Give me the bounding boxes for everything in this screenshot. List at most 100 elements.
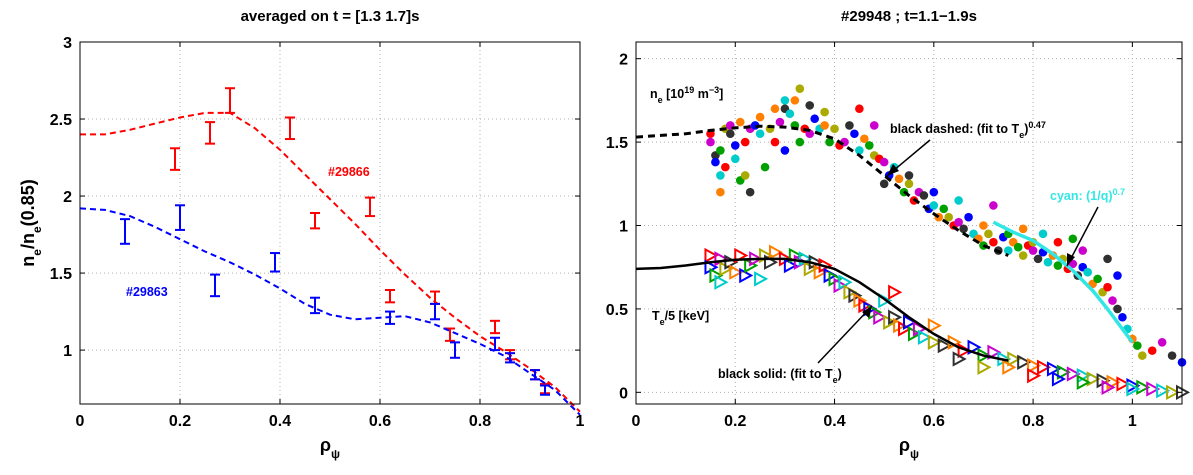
te-marker [917, 329, 932, 345]
x-tick-label: 0.6 [369, 413, 391, 430]
ne-marker [810, 114, 819, 124]
ne-marker [954, 196, 963, 205]
te-marker [1017, 354, 1032, 370]
te-marker [977, 359, 992, 375]
ne-marker [855, 104, 864, 114]
ne-marker [795, 84, 805, 94]
ne-marker [1003, 246, 1013, 255]
left-axes-frame [79, 41, 581, 405]
te-marker [754, 271, 769, 287]
ne-marker [1103, 254, 1112, 264]
ne-marker [740, 137, 750, 147]
right-series-group [635, 84, 1191, 401]
ne-marker [1043, 257, 1053, 267]
te-marker [1066, 366, 1081, 382]
ne-marker [964, 212, 973, 222]
te-marker [783, 257, 798, 274]
annotation-cyan: cyan: (1/q)0.7 [1050, 187, 1125, 203]
ne-marker [1113, 304, 1122, 314]
ne-marker [775, 117, 785, 127]
right-chart-panel: 0 0.2 0.4 0.6 0.8 1 0 0.5 1 1.5 2 #29948 ; t=1.1−1… [606, 8, 1191, 461]
errorbar-point [310, 296, 320, 315]
te-marker [927, 317, 942, 334]
ne-marker [845, 121, 854, 130]
errorbar-point [490, 319, 500, 335]
x-tick-label: 0.8 [1022, 413, 1044, 430]
te-marker [1002, 359, 1017, 375]
te-marker [873, 309, 888, 325]
left-plot-area [80, 42, 580, 404]
annotation-black-solid: black solid: (fit to Te) [718, 367, 842, 385]
ne-marker [1137, 351, 1147, 360]
te-marker [1027, 357, 1042, 374]
y-tick-label: 1.5 [50, 266, 72, 283]
fit-q-cyan [992, 220, 1134, 344]
ne-marker [770, 137, 780, 147]
te-marker [1126, 381, 1141, 397]
ne-marker [855, 146, 864, 155]
errorbar-point [430, 302, 440, 321]
ne-marker [1167, 351, 1177, 360]
ne-marker [1018, 224, 1028, 234]
y-tick-label: 1 [63, 343, 72, 360]
ne-marker [944, 212, 954, 222]
ne-marker [825, 137, 834, 147]
ne-marker [1093, 274, 1102, 284]
te-marker [1116, 376, 1131, 392]
label-ne: ne [1019 m−3] [650, 85, 723, 105]
ne-marker [904, 179, 914, 189]
ne-marker [879, 157, 889, 167]
ne-marker [894, 174, 904, 184]
ne-marker [959, 224, 968, 234]
te-marker [1101, 379, 1116, 396]
x-tick-label: 1 [576, 413, 585, 430]
te-marker [1076, 374, 1091, 390]
ne-marker [904, 171, 914, 180]
te-marker [1086, 371, 1101, 387]
ne-marker [879, 179, 889, 189]
left-ticks: 0 0.2 0.4 0.6 0.8 1 1 1.5 2 2.5 3 [50, 35, 585, 430]
errorbar-point [210, 273, 220, 298]
y-tick-label: 2 [63, 189, 72, 206]
ne-marker [1033, 254, 1043, 264]
ne-marker [1078, 246, 1088, 255]
arrow-cyan [1066, 206, 1099, 267]
ne-marker [730, 154, 740, 164]
te-marker [878, 292, 893, 309]
right-chart-title: #29948 ; t=1.1−1.9s [841, 8, 977, 25]
te-marker [714, 274, 729, 290]
ne-marker [726, 129, 735, 139]
errorbar-point [285, 116, 295, 141]
fit-ne-dashed [635, 124, 1009, 257]
te-marker [768, 244, 784, 260]
errorbar-point [270, 252, 280, 273]
ne-marker [755, 112, 765, 122]
ne-marker [1118, 312, 1127, 322]
te-marker [903, 314, 918, 330]
ne-marker [954, 217, 963, 227]
te-marker [1106, 374, 1121, 390]
annotation-29866: #29866 [328, 165, 370, 179]
ne-marker [1013, 242, 1023, 252]
y-tick-label: 0.5 [606, 302, 628, 319]
x-tick-label: 0.2 [169, 413, 191, 430]
ne-marker [740, 171, 750, 180]
x-tick-label: 0 [76, 413, 85, 430]
te-marker [1056, 364, 1071, 380]
ne-marker [790, 96, 800, 105]
arrow-solid [817, 305, 873, 364]
annotation-29863: #29863 [126, 285, 168, 299]
te-marker [952, 351, 967, 367]
ne-marker [939, 204, 949, 214]
ne-marker [795, 137, 805, 147]
ne-marker [989, 237, 998, 247]
te-marker [967, 339, 982, 355]
left-x-axis-label: ρψ [320, 435, 340, 461]
errorbar-point [120, 218, 130, 245]
ne-marker [730, 141, 740, 150]
ne-marker [721, 162, 730, 172]
te-marker [1146, 381, 1161, 397]
ne-marker [780, 96, 790, 105]
te-marker [1156, 382, 1171, 399]
left-chart-title: averaged on t = [1.3 1.7]s [241, 8, 420, 25]
